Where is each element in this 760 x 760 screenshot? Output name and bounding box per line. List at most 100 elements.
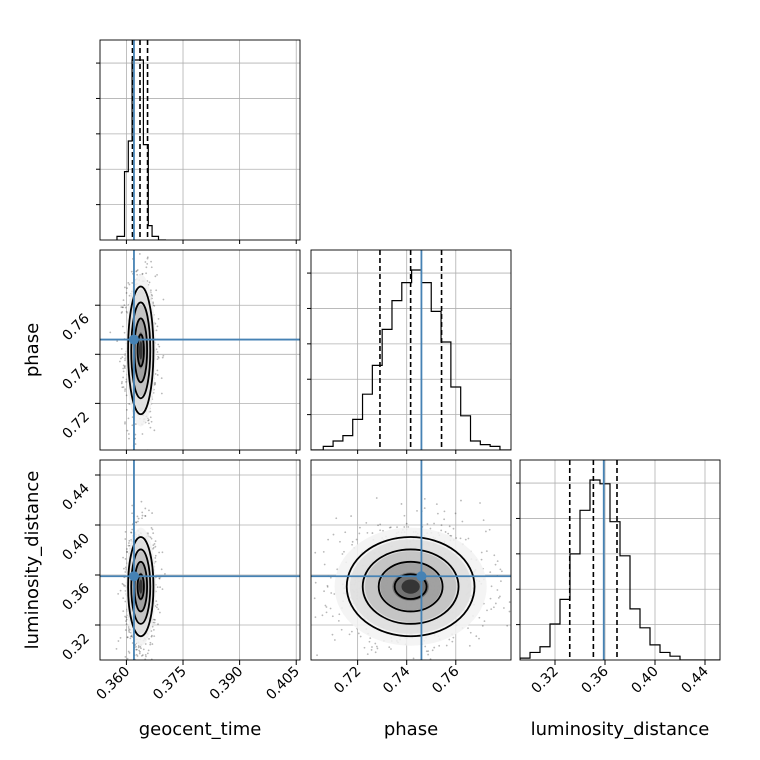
sample-point <box>325 606 328 608</box>
sample-point <box>131 282 134 284</box>
sample-point <box>126 550 129 553</box>
sample-point <box>150 630 153 632</box>
x-tick-label: 0.72 <box>331 664 364 697</box>
sample-point <box>308 619 310 621</box>
sample-point <box>136 648 138 651</box>
sample-point <box>503 607 505 609</box>
sample-point <box>377 524 379 527</box>
sample-point <box>125 618 128 621</box>
sample-point <box>335 517 338 520</box>
histogram-luminosity_distance <box>520 479 720 660</box>
sample-point <box>125 394 128 397</box>
sample-point <box>451 640 454 643</box>
sample-point <box>154 545 157 548</box>
sample-point <box>497 596 500 599</box>
sample-point <box>322 550 325 553</box>
sample-point <box>321 614 324 617</box>
sample-point <box>150 537 153 540</box>
panel-phase <box>307 249 512 454</box>
sample-point <box>123 331 126 334</box>
sample-point <box>443 518 446 521</box>
sample-point <box>376 647 379 650</box>
x-tick-label: 0.360 <box>94 664 134 704</box>
sample-point <box>122 299 125 302</box>
sample-point <box>371 646 373 648</box>
sample-point <box>327 538 330 541</box>
sample-point <box>146 256 149 259</box>
panel-frame <box>310 459 512 661</box>
sample-point <box>135 269 138 272</box>
sample-point <box>131 504 134 507</box>
contour-line <box>377 560 444 613</box>
truth-marker <box>128 334 139 345</box>
sample-point <box>292 579 294 581</box>
contour-line <box>393 573 428 600</box>
sample-point <box>448 525 451 528</box>
sample-point <box>123 367 126 369</box>
sample-point <box>158 345 161 348</box>
sample-point <box>120 382 123 385</box>
sample-point <box>149 426 152 429</box>
sample-point <box>124 390 126 392</box>
sample-point <box>138 649 141 652</box>
sample-point <box>141 511 144 514</box>
sample-point <box>155 348 158 351</box>
sample-point <box>147 419 150 421</box>
sample-point <box>134 423 137 425</box>
sample-point <box>119 589 122 592</box>
sample-point <box>313 597 316 600</box>
sample-point <box>483 620 486 623</box>
sample-point <box>370 649 373 651</box>
y-axis-label: luminosity_distance <box>22 471 43 650</box>
sample-point <box>485 530 487 533</box>
sample-point <box>116 340 119 343</box>
sample-point <box>340 628 343 631</box>
sample-point <box>128 628 130 630</box>
sample-point <box>359 635 362 638</box>
sample-point <box>348 633 351 636</box>
sample-point <box>160 568 163 571</box>
sample-point <box>122 376 125 379</box>
sample-point <box>156 671 158 673</box>
sample-point <box>151 512 154 514</box>
sample-point <box>135 645 137 648</box>
sample-point <box>126 429 129 432</box>
x-tick-label: 0.40 <box>628 664 661 697</box>
x-tick-label: 0.76 <box>429 663 462 696</box>
sample-point <box>130 531 133 534</box>
x-axis-label: geocent_time <box>139 719 262 740</box>
sample-point <box>330 592 333 594</box>
sample-point <box>142 648 145 651</box>
sample-point <box>121 386 124 389</box>
sample-point <box>154 383 157 386</box>
sample-point <box>147 649 150 652</box>
sample-point <box>126 287 128 290</box>
sample-point <box>127 544 130 547</box>
sample-point <box>127 629 130 632</box>
sample-point <box>416 509 418 512</box>
y-tick-label: 0.74 <box>59 360 92 393</box>
sample-point <box>158 551 161 554</box>
sample-point <box>126 636 129 639</box>
sample-point <box>136 515 139 518</box>
sample-point <box>339 540 341 543</box>
sample-point <box>396 526 398 529</box>
sample-point <box>120 306 123 309</box>
sample-point <box>131 528 134 531</box>
sample-point <box>459 537 462 540</box>
sample-point <box>124 656 127 658</box>
sample-point <box>445 644 448 647</box>
sample-point <box>118 360 121 363</box>
sample-point <box>329 576 332 579</box>
sample-point <box>122 610 125 613</box>
x-tick-label: 0.44 <box>678 663 711 696</box>
sample-point <box>135 664 137 666</box>
sample-point <box>547 521 549 523</box>
sample-point <box>482 519 485 522</box>
sample-point <box>130 635 133 638</box>
sample-point <box>359 526 361 529</box>
sample-point <box>155 329 158 332</box>
sample-point <box>134 643 137 646</box>
sample-point <box>129 635 132 638</box>
